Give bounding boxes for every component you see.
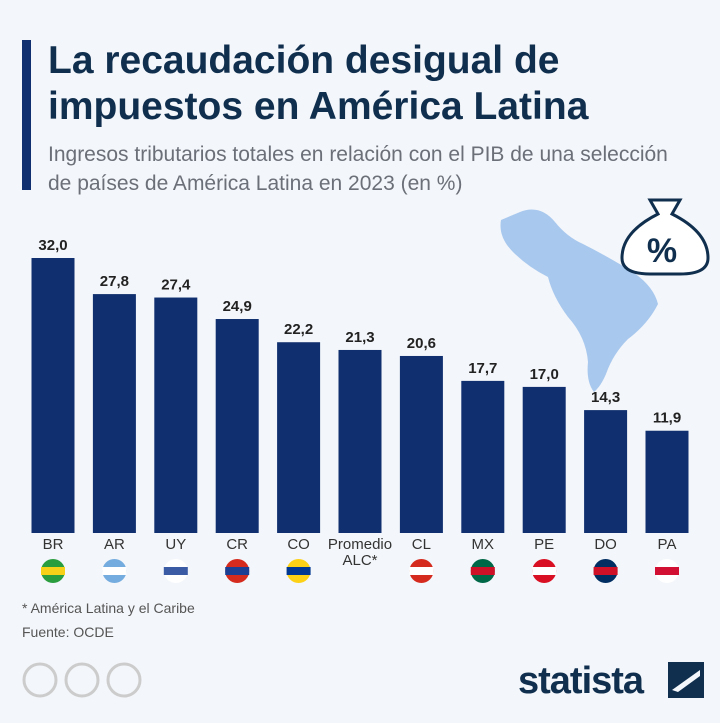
value-label: 20,6 (407, 335, 436, 352)
money-bag (620, 198, 710, 276)
footnote: * América Latina y el Caribe (22, 600, 195, 616)
x-tick-label: CR (226, 536, 249, 553)
bar (92, 294, 136, 533)
flag-stripe (41, 567, 65, 575)
bar (277, 342, 321, 533)
percent-icon: % (647, 232, 677, 270)
bar (215, 319, 259, 533)
x-tick-label: CL (411, 536, 431, 553)
value-label: 27,4 (161, 277, 191, 294)
flag-stripe (102, 567, 127, 575)
value-label: 11,9 (653, 410, 681, 427)
flag-stripe (593, 567, 618, 575)
value-label: 22,2 (284, 321, 313, 338)
x-tick-label: PE (534, 536, 555, 553)
bar (645, 430, 689, 533)
x-tick-label: BR (42, 536, 64, 553)
bar (338, 349, 382, 533)
bar (31, 258, 75, 533)
x-tick-label: PA (657, 536, 677, 553)
value-label: 17,7 (468, 360, 497, 377)
flag-stripe (163, 567, 188, 575)
value-label: 21,3 (345, 329, 374, 346)
x-tick-label: UY (165, 536, 187, 553)
value-label: 14,3 (591, 389, 620, 406)
bar (461, 380, 505, 533)
value-label: 24,9 (223, 298, 252, 315)
flag-stripe (409, 567, 434, 575)
value-label: 17,0 (530, 366, 559, 383)
flag-stripe (655, 567, 679, 575)
brand: statista (518, 660, 644, 702)
map-silhouette (500, 209, 658, 392)
bar (522, 386, 566, 533)
source: Fuente: OCDE (22, 624, 114, 640)
chart-title: La recaudación desigual de impuestos en … (48, 39, 589, 128)
flag-stripe (532, 567, 557, 575)
license-icons (22, 662, 142, 698)
flag-stripe (470, 567, 495, 575)
flag-stripe (225, 567, 250, 575)
flag-stripe (286, 567, 311, 575)
value-label: 27,8 (100, 273, 129, 290)
x-tick-label: MX (471, 536, 495, 553)
title-accent (22, 40, 31, 190)
x-tick-label: DO (594, 536, 617, 553)
chart-subtitle: Ingresos tributarios totales en relación… (48, 143, 668, 195)
bar (584, 410, 628, 533)
brand-logo (668, 662, 704, 698)
value-label: 32,0 (38, 237, 67, 254)
x-tick-label: CO (287, 536, 310, 553)
bar (154, 297, 198, 533)
x-tick-label: Promedio ALC* (327, 536, 393, 569)
x-tick-label: AR (103, 536, 125, 553)
bar (399, 355, 443, 533)
